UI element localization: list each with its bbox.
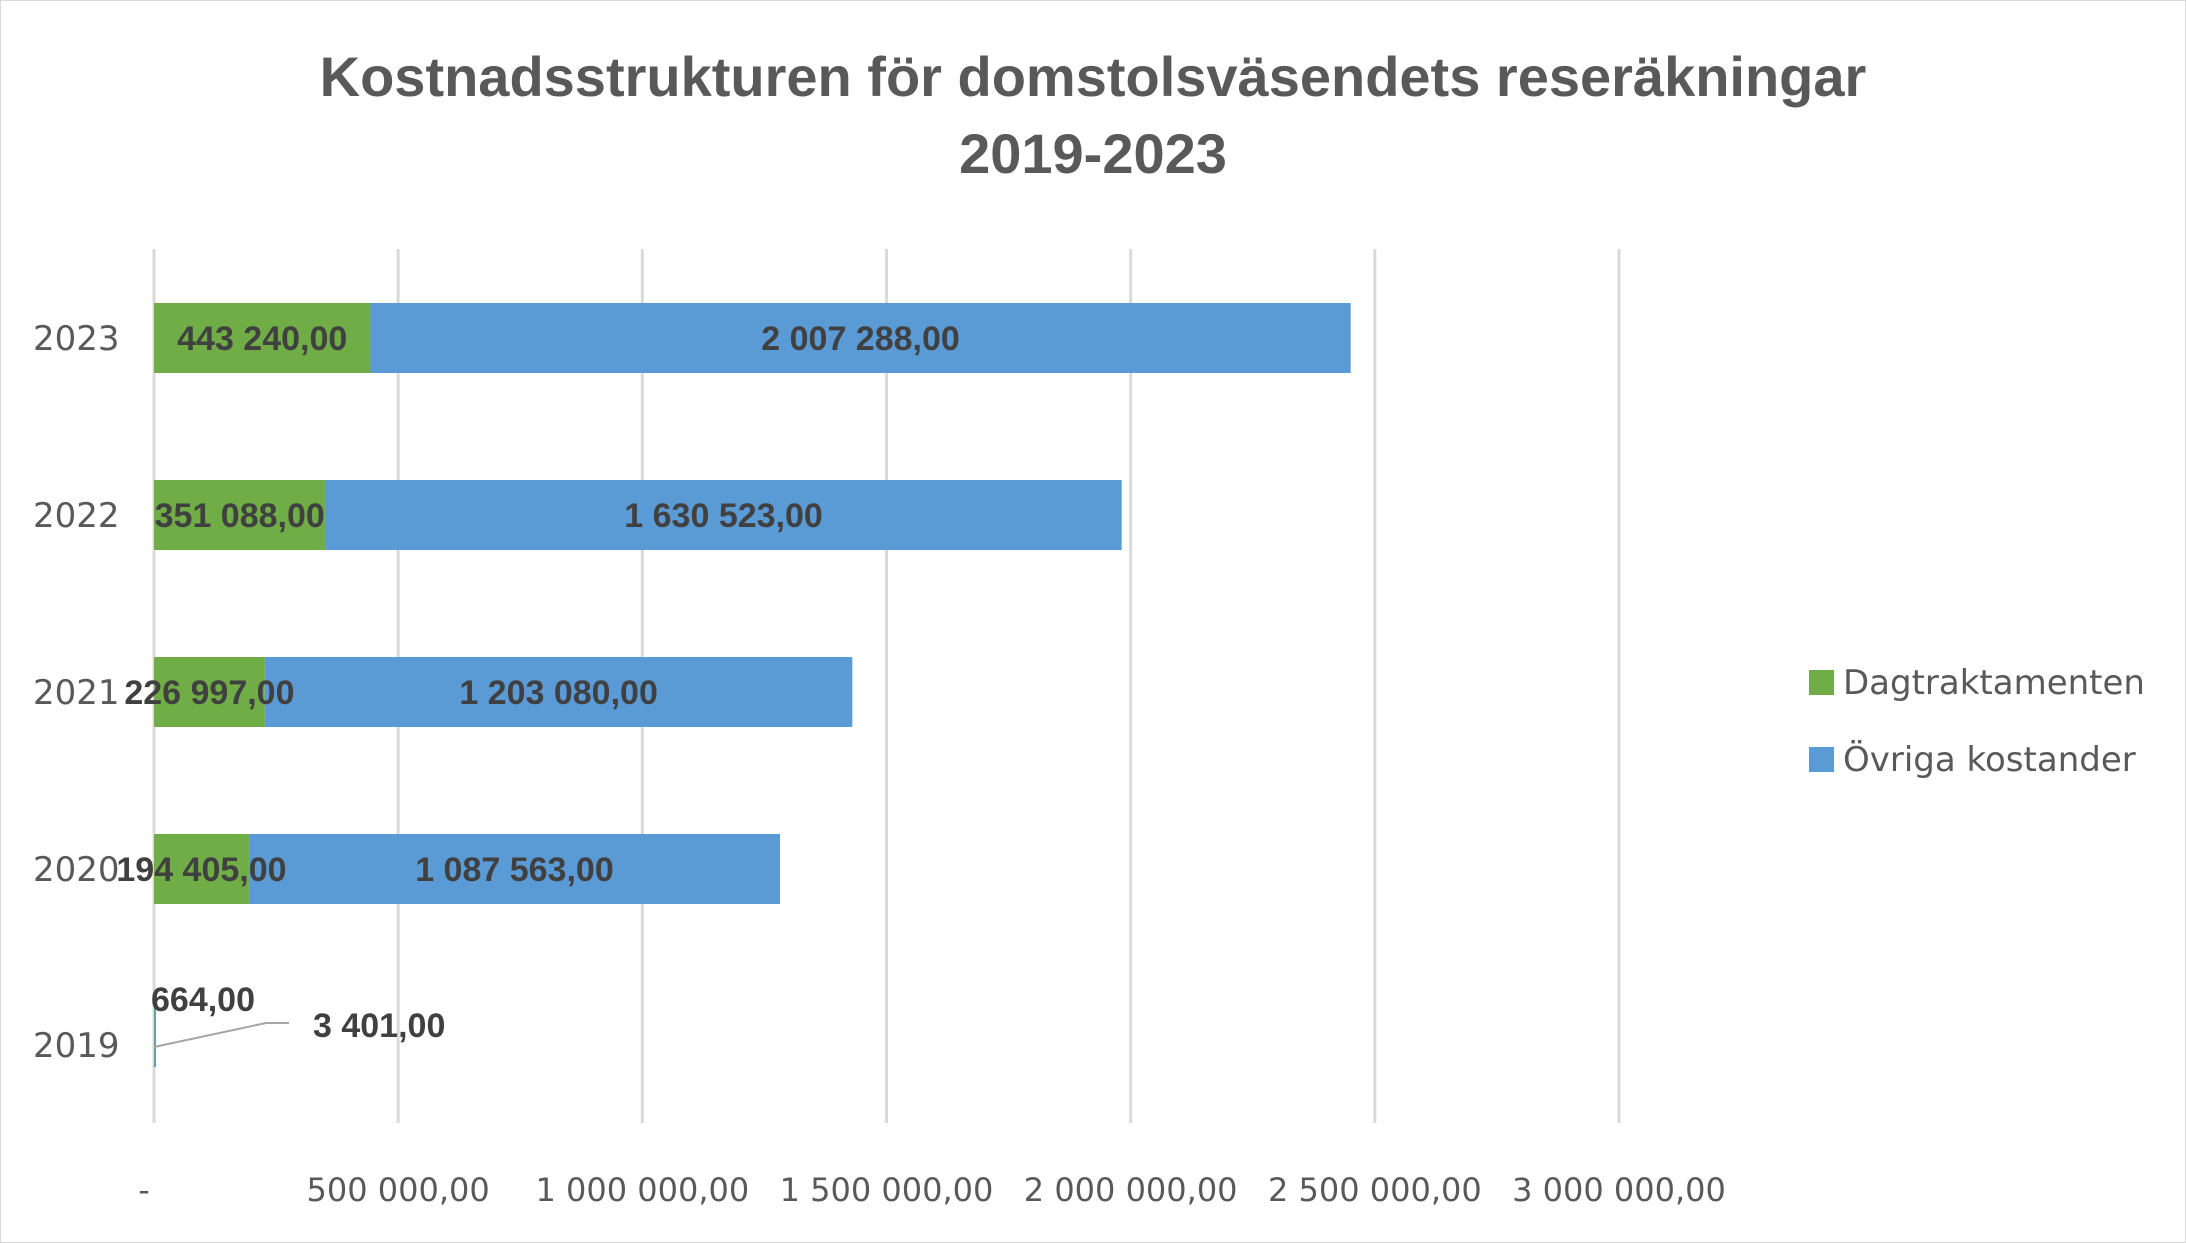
bar--vriga-kostander-2020 <box>248 834 781 904</box>
data-label: 1 087 563,00 <box>415 851 614 889</box>
legend: Dagtraktamenten Övriga kostander <box>1809 663 2145 780</box>
category-label: 2023 <box>33 319 120 359</box>
bar-dagtraktamenten-2019 <box>154 997 155 1067</box>
x-tick-label: - <box>138 1171 150 1209</box>
category-label: 2022 <box>33 496 120 536</box>
x-tick-label: 1 500 000,00 <box>780 1171 994 1209</box>
legend-label: Dagtraktamenten <box>1843 663 2145 703</box>
bar-dagtraktamenten-2020 <box>154 834 249 904</box>
bars <box>154 303 1351 1067</box>
category-label: 2019 <box>33 1026 120 1066</box>
legend-label: Övriga kostander <box>1843 739 2136 780</box>
leader-line <box>153 1022 289 1048</box>
data-label: 194 405,00 <box>116 851 286 889</box>
data-label: 3 401,00 <box>313 1007 445 1045</box>
data-label: 226 997,00 <box>124 674 294 712</box>
chart-title-line-1: Kostnadsstrukturen för domstolsväsendets… <box>320 45 1867 108</box>
bar--vriga-kostander-2019 <box>154 997 156 1067</box>
chart-title-line-2: 2019-2023 <box>959 122 1227 185</box>
data-labels: 194 405,00 1 087 563,00 226 997,00 1 203 08… <box>116 320 960 1048</box>
bar-dagtraktamenten-2021 <box>154 657 265 727</box>
legend-swatch-0 <box>1809 670 1834 695</box>
x-axis-tick-labels: - 500 000,00 1 000 000,00 1 500 000,00 2 000… <box>138 1171 1726 1209</box>
category-label: 2021 <box>33 673 120 713</box>
x-tick-label: 2 000 000,00 <box>1024 1171 1238 1209</box>
data-label: 1 630 523,00 <box>624 497 823 535</box>
data-label: 443 240,00 <box>177 320 347 358</box>
x-tick-label: 500 000,00 <box>307 1171 490 1209</box>
data-label: 1 203 080,00 <box>459 674 658 712</box>
bar--vriga-kostander-2023 <box>370 303 1351 373</box>
data-label: 2 007 288,00 <box>761 320 960 358</box>
bar--vriga-kostander-2021 <box>264 657 853 727</box>
x-tick-label: 2 500 000,00 <box>1268 1171 1482 1209</box>
bar-dagtraktamenten-2022 <box>154 480 326 550</box>
y-axis-category-labels: 2019 2020 2021 2022 2023 <box>33 319 120 1066</box>
x-tick-label: 1 000 000,00 <box>535 1171 749 1209</box>
bar--vriga-kostander-2022 <box>325 480 1122 550</box>
x-tick-label: 3 000 000,00 <box>1512 1171 1726 1209</box>
category-label: 2020 <box>33 850 120 890</box>
data-label: 351 088,00 <box>155 497 325 535</box>
bar-dagtraktamenten-2023 <box>154 303 371 373</box>
legend-swatch-1 <box>1809 747 1834 772</box>
data-label: 664,00 <box>151 981 255 1019</box>
